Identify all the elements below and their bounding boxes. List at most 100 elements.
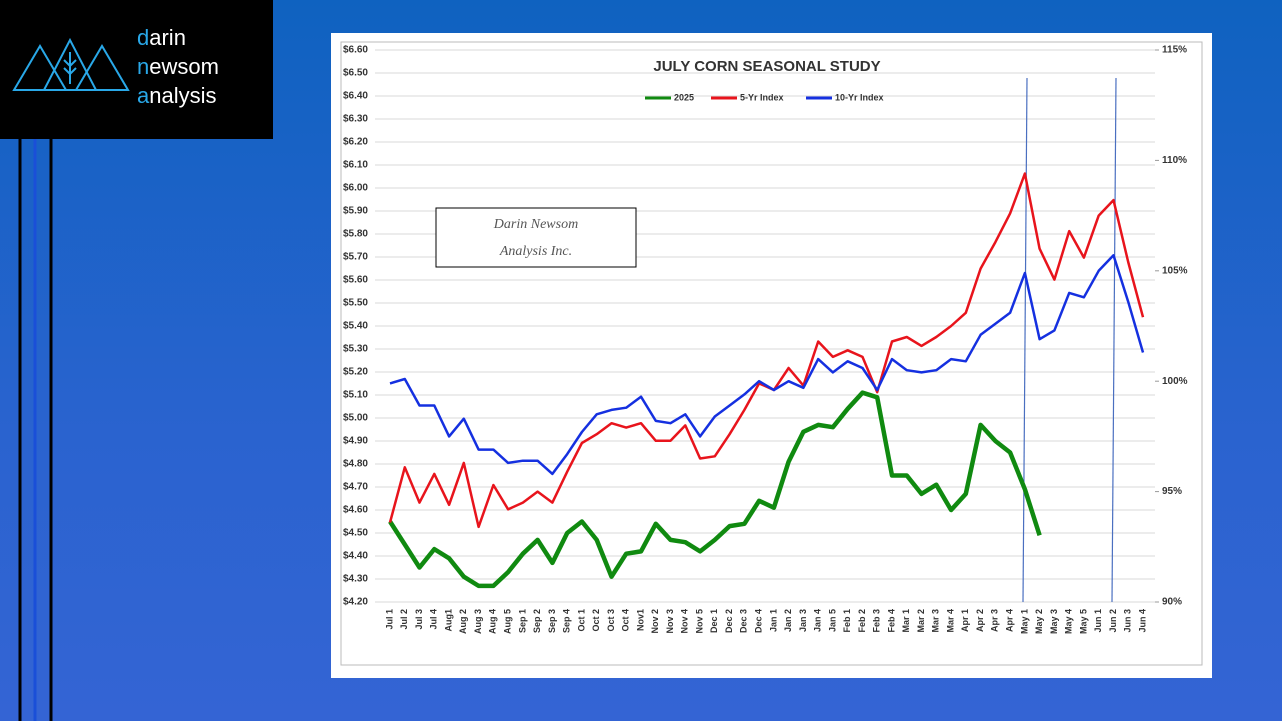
x-tick-label: Mar 2 bbox=[916, 609, 926, 633]
y-tick-label: $4.60 bbox=[343, 505, 368, 516]
annotation-box bbox=[435, 207, 637, 268]
x-tick-label: Nov 4 bbox=[680, 609, 690, 634]
x-tick-label: Sep 2 bbox=[532, 609, 542, 633]
x-tick-label: Jun 3 bbox=[1123, 609, 1133, 633]
x-tick-label: Dec 2 bbox=[724, 609, 734, 633]
marker-line bbox=[1022, 77, 1028, 603]
x-tick-label: Sep 3 bbox=[547, 609, 557, 633]
y-tick-label: $6.10 bbox=[343, 160, 368, 171]
y-tick-label: $6.20 bbox=[343, 137, 368, 148]
x-tick-label: Mar 3 bbox=[931, 609, 941, 633]
x-tick-label: Nov 3 bbox=[665, 609, 675, 634]
x-tick-label: Aug 2 bbox=[458, 609, 468, 634]
y2-tick-label: 90% bbox=[1162, 597, 1182, 608]
y-tick-label: $4.50 bbox=[343, 528, 368, 539]
x-tick-label: Dec 1 bbox=[709, 609, 719, 633]
x-tick-label: Mar 4 bbox=[945, 609, 955, 633]
x-tick-label: Jun 1 bbox=[1093, 609, 1103, 633]
y2-tick-label: 95% bbox=[1162, 486, 1182, 497]
logo-text: analysis bbox=[137, 83, 217, 108]
x-tick-label: Nov 2 bbox=[650, 609, 660, 634]
y-tick-label: $5.20 bbox=[343, 367, 368, 378]
y-tick-label: $6.40 bbox=[343, 91, 368, 102]
x-tick-label: Dec 4 bbox=[753, 609, 763, 633]
x-tick-label: Dec 3 bbox=[739, 609, 749, 633]
annotation: Darin Newsom bbox=[493, 217, 578, 232]
x-tick-label: Mar 1 bbox=[901, 609, 911, 633]
x-tick-label: Jan 4 bbox=[813, 609, 823, 632]
y-tick-label: $6.60 bbox=[343, 45, 368, 56]
x-tick-label: May 3 bbox=[1049, 609, 1059, 634]
legend-label: 10-Yr Index bbox=[835, 92, 884, 102]
logo: darin newsom analysis bbox=[0, 0, 273, 139]
x-tick-label: Jan 5 bbox=[827, 609, 837, 632]
y-tick-label: $5.80 bbox=[343, 229, 368, 240]
x-tick-label: Apr 3 bbox=[990, 609, 1000, 632]
x-tick-label: Jul 1 bbox=[384, 609, 394, 630]
x-tick-label: Sep 1 bbox=[517, 609, 527, 633]
x-tick-label: Jan 1 bbox=[768, 609, 778, 632]
x-tick-label: Jun 2 bbox=[1108, 609, 1118, 633]
y-tick-label: $4.80 bbox=[343, 459, 368, 470]
x-tick-label: Aug 4 bbox=[488, 609, 498, 634]
y-tick-label: $5.50 bbox=[343, 298, 368, 309]
logo-text: darin bbox=[137, 25, 186, 50]
x-tick-label: Jan 2 bbox=[783, 609, 793, 632]
x-tick-label: Oct 3 bbox=[606, 609, 616, 632]
y-tick-label: $5.70 bbox=[343, 252, 368, 263]
y-tick-label: $6.00 bbox=[343, 183, 368, 194]
x-tick-label: Oct 1 bbox=[576, 609, 586, 632]
y-tick-label: $5.00 bbox=[343, 413, 368, 424]
x-tick-label: Nov 5 bbox=[694, 609, 704, 634]
y2-tick-label: 115% bbox=[1162, 45, 1187, 56]
x-tick-label: Jul 3 bbox=[414, 609, 424, 630]
x-tick-label: Oct 2 bbox=[591, 609, 601, 632]
y-tick-label: $5.90 bbox=[343, 206, 368, 217]
y2-tick-label: 105% bbox=[1162, 265, 1188, 276]
x-tick-label: Feb 4 bbox=[886, 609, 896, 633]
logo-text: newsom bbox=[137, 54, 219, 79]
x-tick-label: May 2 bbox=[1034, 609, 1044, 634]
marker-line bbox=[1111, 77, 1117, 603]
x-tick-label: Aug1 bbox=[443, 609, 453, 632]
x-tick-label: Jan 3 bbox=[798, 609, 808, 632]
y-tick-label: $4.90 bbox=[343, 436, 368, 447]
logo-icon bbox=[12, 37, 130, 91]
x-tick-label: May 4 bbox=[1064, 609, 1074, 634]
y-tick-label: $5.10 bbox=[343, 390, 368, 401]
x-tick-label: Feb 3 bbox=[872, 609, 882, 633]
y-tick-label: $4.30 bbox=[343, 574, 368, 585]
y-tick-label: $6.50 bbox=[343, 68, 368, 79]
x-tick-label: May 1 bbox=[1019, 609, 1029, 634]
x-tick-label: Apr 4 bbox=[1004, 609, 1014, 632]
x-tick-label: Sep 4 bbox=[562, 609, 572, 633]
series-line bbox=[388, 390, 1042, 589]
chart-title: JULY CORN SEASONAL STUDY bbox=[653, 58, 880, 75]
y-tick-label: $4.40 bbox=[343, 551, 368, 562]
x-tick-label: Apr 1 bbox=[960, 609, 970, 632]
legend-label: 5-Yr Index bbox=[740, 92, 784, 102]
plot-border bbox=[340, 41, 1203, 666]
y-tick-label: $4.20 bbox=[343, 597, 368, 608]
y-tick-label: $5.40 bbox=[343, 321, 368, 332]
y-tick-label: $6.30 bbox=[343, 114, 368, 125]
x-tick-label: Jul 2 bbox=[399, 609, 409, 630]
x-tick-label: May 5 bbox=[1078, 609, 1088, 634]
x-tick-label: Oct 4 bbox=[621, 609, 631, 632]
chart-panel bbox=[331, 33, 1212, 678]
y-tick-label: $5.60 bbox=[343, 275, 368, 286]
y2-tick-label: 110% bbox=[1162, 155, 1187, 166]
x-tick-label: Aug 3 bbox=[473, 609, 483, 634]
legend-label: 2025 bbox=[674, 92, 694, 102]
y2-tick-label: 100% bbox=[1162, 376, 1188, 387]
x-tick-label: Aug 5 bbox=[502, 609, 512, 634]
annotation: Analysis Inc. bbox=[499, 244, 572, 259]
x-tick-label: Feb 2 bbox=[857, 609, 867, 633]
series-line bbox=[389, 254, 1145, 476]
x-tick-label: Jun 4 bbox=[1137, 609, 1147, 633]
x-tick-label: Nov1 bbox=[635, 609, 645, 631]
y-tick-label: $5.30 bbox=[343, 344, 368, 355]
x-tick-label: Feb 1 bbox=[842, 609, 852, 633]
